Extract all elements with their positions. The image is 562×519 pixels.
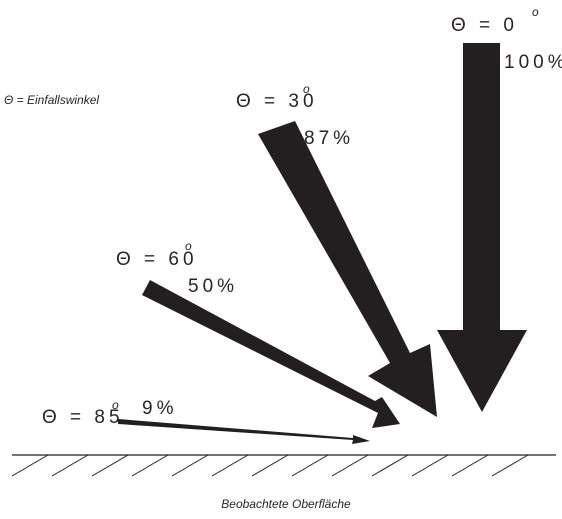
beam-2-label: Θ = 60 o 50% <box>116 239 238 297</box>
hatch-stroke <box>371 454 409 477</box>
hatch-stroke <box>171 454 209 477</box>
beam-0-degree: o <box>532 5 539 19</box>
arrow-60deg <box>142 280 400 428</box>
beam-arrows <box>118 43 527 444</box>
hatch-stroke <box>411 454 449 477</box>
beam-3-angle: Θ = 85 <box>42 407 124 428</box>
surface-label: Beobachtete Oberfläche <box>221 497 351 511</box>
beam-0-label: Θ = 0 o 100% <box>451 5 562 73</box>
beam-2-percent: 50% <box>188 276 238 297</box>
hatch-stroke <box>11 454 49 477</box>
hatch-stroke <box>331 454 369 477</box>
legend-text: Θ = Einfallswinkel <box>4 93 99 107</box>
beam-3-label: Θ = 85 o 9% <box>42 398 177 428</box>
arrow-0deg <box>437 43 527 412</box>
hatch-stroke <box>251 454 289 477</box>
beam-1-percent: 87% <box>304 128 354 149</box>
hatch-stroke <box>291 454 329 477</box>
beam-3-percent: 9% <box>142 398 177 419</box>
hatch-stroke <box>211 454 249 477</box>
beam-0-percent: 100% <box>504 52 562 73</box>
beam-1-angle: Θ = 30 <box>236 91 318 112</box>
beam-1-label: Θ = 30 o 87% <box>236 82 354 149</box>
surface <box>11 454 556 477</box>
hatch-stroke <box>451 454 489 477</box>
beam-2-angle: Θ = 60 <box>116 249 198 270</box>
hatch-stroke <box>51 454 89 477</box>
surface-hatching <box>11 454 529 477</box>
hatch-stroke <box>91 454 129 477</box>
hatch-stroke <box>491 454 529 477</box>
beam-1-degree: o <box>303 82 310 96</box>
arrow-30deg <box>258 121 437 417</box>
beam-2-degree: o <box>185 239 192 253</box>
beam-0-angle: Θ = 0 <box>451 15 518 36</box>
hatch-stroke <box>131 454 169 477</box>
arrow-85deg <box>118 419 370 444</box>
beam-3-degree: o <box>112 398 119 412</box>
